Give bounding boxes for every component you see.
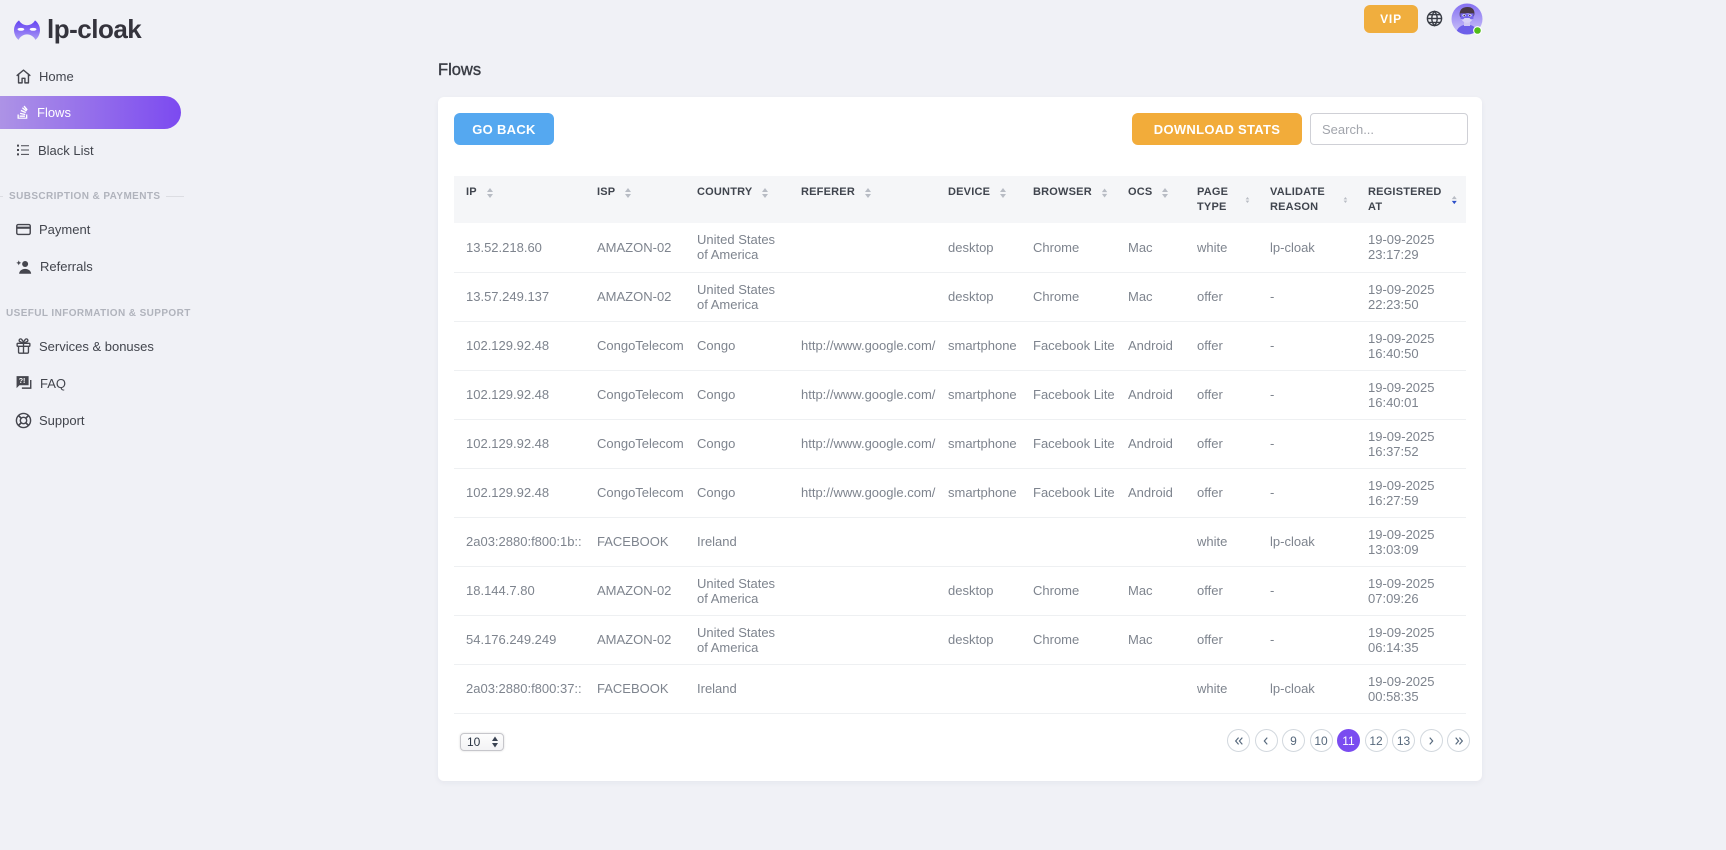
svg-text:?!: ?!	[19, 377, 26, 385]
